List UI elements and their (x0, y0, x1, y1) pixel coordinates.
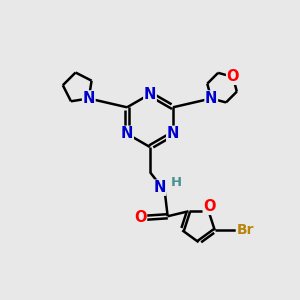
Text: O: O (226, 69, 239, 84)
Text: Br: Br (236, 224, 254, 237)
Text: N: N (121, 126, 133, 141)
Text: N: N (82, 91, 95, 106)
Text: O: O (134, 210, 146, 225)
Text: N: N (144, 87, 156, 102)
Text: N: N (205, 91, 217, 106)
Text: O: O (203, 200, 216, 214)
Text: N: N (153, 180, 166, 195)
Text: N: N (167, 126, 179, 141)
Text: H: H (170, 176, 182, 189)
